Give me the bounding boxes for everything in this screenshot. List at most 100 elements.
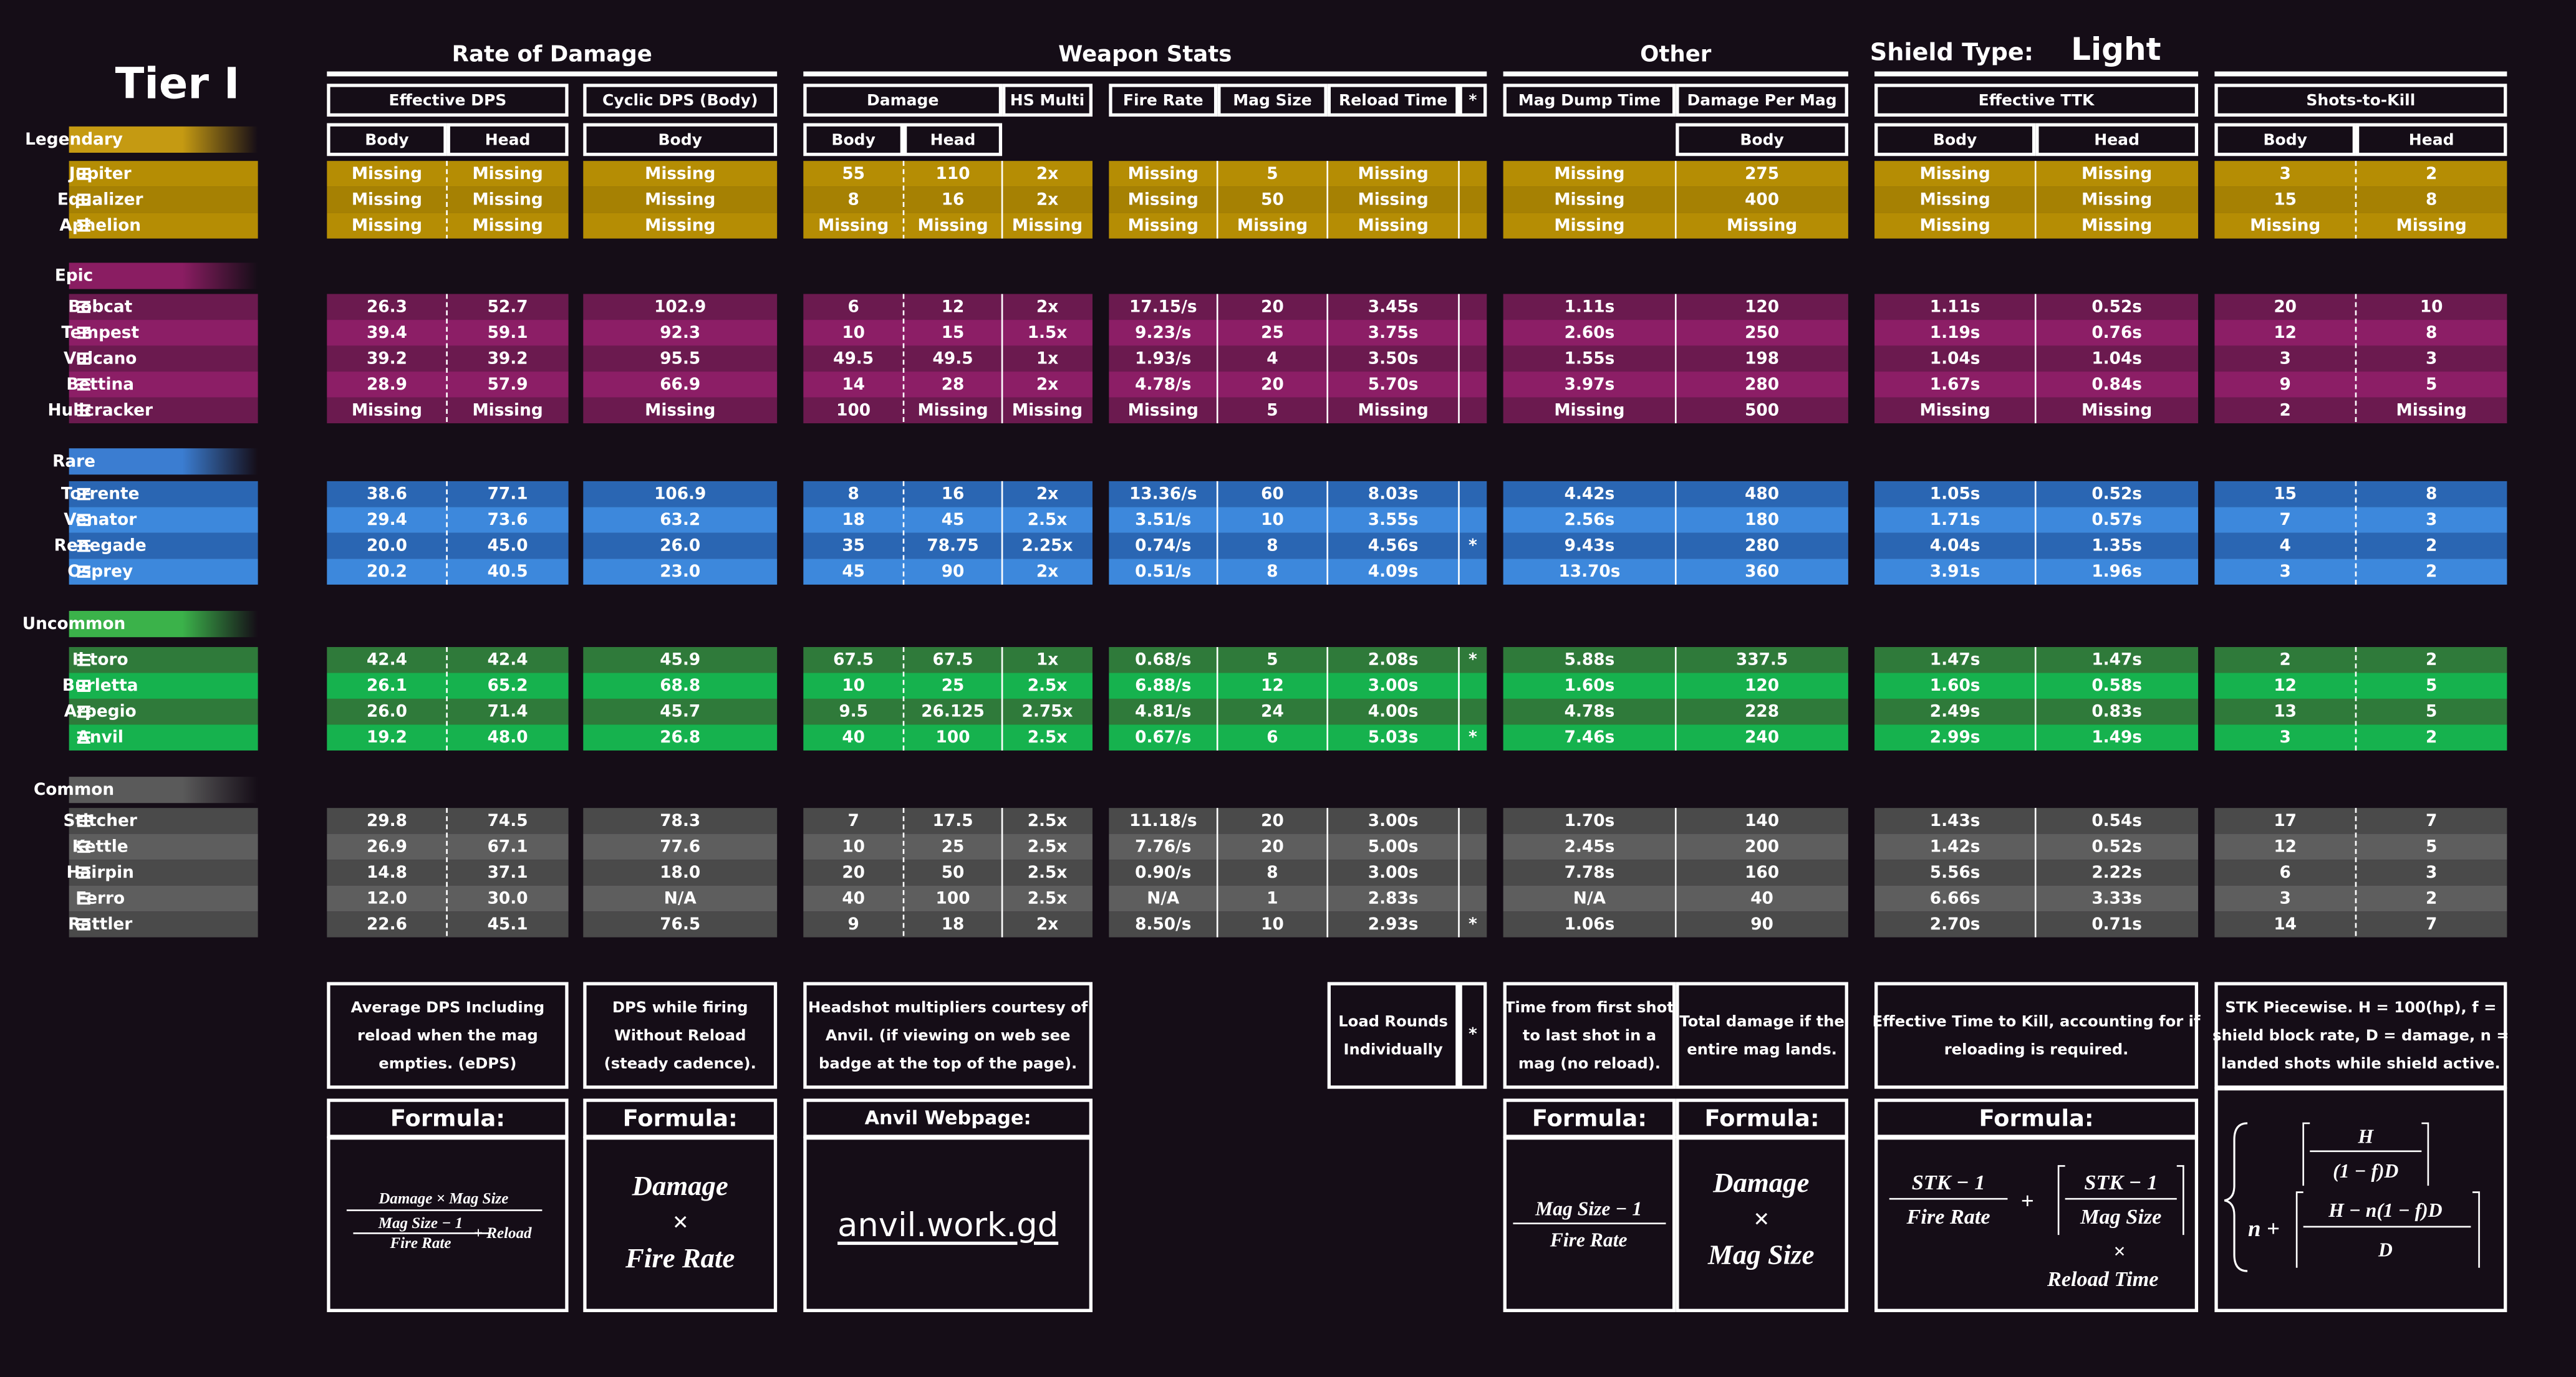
cell: 8 (847, 485, 859, 504)
cell: Missing (917, 216, 988, 235)
formula-text: Fire Rate (1906, 1205, 1990, 1229)
cell: 280 (1745, 537, 1779, 555)
cell: 2.56s (1565, 511, 1615, 529)
cell: 26.8 (660, 728, 700, 747)
cell: Missing (1358, 216, 1429, 235)
note-box (327, 982, 569, 1089)
cell: 9.5 (839, 703, 868, 721)
row-bg (69, 161, 258, 187)
formula-text: H (2357, 1126, 2374, 1148)
cell: 10 (842, 837, 865, 856)
row-bg (1109, 320, 1487, 346)
column-header: Mag Dump Time (1518, 91, 1661, 109)
cell: 28 (942, 375, 965, 394)
sub-header-box (2035, 123, 2199, 156)
formula-header: Formula: (1979, 1105, 2093, 1132)
row-bg (2214, 885, 2507, 912)
cell: 20 (1261, 812, 1284, 830)
rarity-label: Epic (55, 267, 93, 285)
cell: N/A (1147, 889, 1180, 908)
cell: 102.9 (654, 297, 706, 316)
ceiling-bracket (2176, 1165, 2184, 1235)
cell: 12 (2274, 837, 2297, 856)
note-box (1676, 982, 1848, 1089)
cell: 1.04s (2091, 349, 2142, 368)
formula-box (1676, 1136, 1848, 1312)
row-bg (1109, 294, 1487, 320)
cell: 67.5 (833, 651, 874, 669)
cell: 12 (2274, 676, 2297, 695)
cell: 5 (2426, 375, 2437, 394)
cell: 2 (2280, 401, 2291, 420)
cell: 0.58s (2091, 676, 2142, 695)
cell: 8 (1266, 537, 1278, 555)
weapon-name: Venator (64, 511, 137, 529)
cell: 13.70s (1558, 562, 1620, 581)
cell: Missing (1554, 401, 1624, 420)
cell: 16 (942, 190, 965, 209)
cell: 1.19s (1930, 324, 1980, 342)
row-bg (69, 860, 258, 886)
formula-header: Formula: (1704, 1105, 1819, 1132)
cell: 14 (2274, 915, 2297, 934)
cell: 38.6 (367, 485, 407, 504)
cell: Missing (2082, 190, 2152, 209)
cell: 120 (1745, 297, 1779, 316)
row-bg (803, 646, 1093, 673)
row-bg (803, 345, 1093, 372)
cell: 6 (847, 297, 859, 316)
column-header: Damage (867, 91, 938, 109)
cell: Missing (2250, 216, 2320, 235)
cell: 45 (842, 562, 865, 581)
cell: Missing (645, 190, 715, 209)
rarity-label-bg (69, 262, 258, 289)
row-bg (1109, 808, 1487, 834)
cell: 2x (1036, 190, 1058, 209)
cell: 280 (1745, 375, 1779, 394)
formula-box (1503, 1136, 1676, 1312)
weapon-name: Renegade (54, 537, 147, 555)
cell: Missing (1012, 216, 1083, 235)
cell: Missing (818, 216, 889, 235)
cell: 200 (1745, 837, 1779, 856)
cell: 5.56s (1930, 863, 1980, 882)
cell: 25 (1261, 324, 1284, 342)
row-bg (583, 186, 778, 213)
sub-header-box (904, 123, 1003, 156)
cell: Missing (352, 401, 422, 420)
cell: 20.0 (367, 537, 407, 555)
cell: 0.71s (2091, 915, 2142, 934)
cell: * (1469, 651, 1477, 669)
cell: 40 (842, 728, 865, 747)
cell: 3 (2280, 889, 2291, 908)
rarity-label-bg (69, 611, 258, 638)
cell: Missing (2396, 216, 2467, 235)
cell: 2.25x (1022, 537, 1073, 555)
row-bg (583, 808, 778, 834)
cell: 3.97s (1565, 375, 1615, 394)
row-bg (2214, 559, 2507, 585)
column-header-box (583, 84, 778, 117)
cell: 63.2 (660, 511, 700, 529)
cell: Missing (2396, 401, 2467, 420)
row-bg (803, 911, 1093, 938)
cell: 29.8 (367, 812, 407, 830)
cell: 5.88s (1565, 651, 1615, 669)
cell: 1.93/s (1135, 349, 1191, 368)
cell: Missing (645, 165, 715, 183)
sub-header: Head (2094, 130, 2139, 148)
cell: 50 (942, 863, 965, 882)
cell: 275 (1745, 165, 1779, 183)
cell: 2 (2426, 537, 2437, 555)
cell: 3.00s (1368, 863, 1419, 882)
row-bg (583, 345, 778, 372)
cell: 67.1 (488, 837, 528, 856)
cell: 73.6 (488, 511, 528, 529)
cell: 2 (2426, 562, 2437, 581)
group-header: Weapon Stats (1058, 41, 1232, 67)
row-bg (803, 532, 1093, 559)
link[interactable]: anvil.work.gd (837, 1206, 1058, 1244)
cell: 26.1 (367, 676, 407, 695)
cell: 12 (1261, 676, 1284, 695)
cell: 2.08s (1368, 651, 1419, 669)
